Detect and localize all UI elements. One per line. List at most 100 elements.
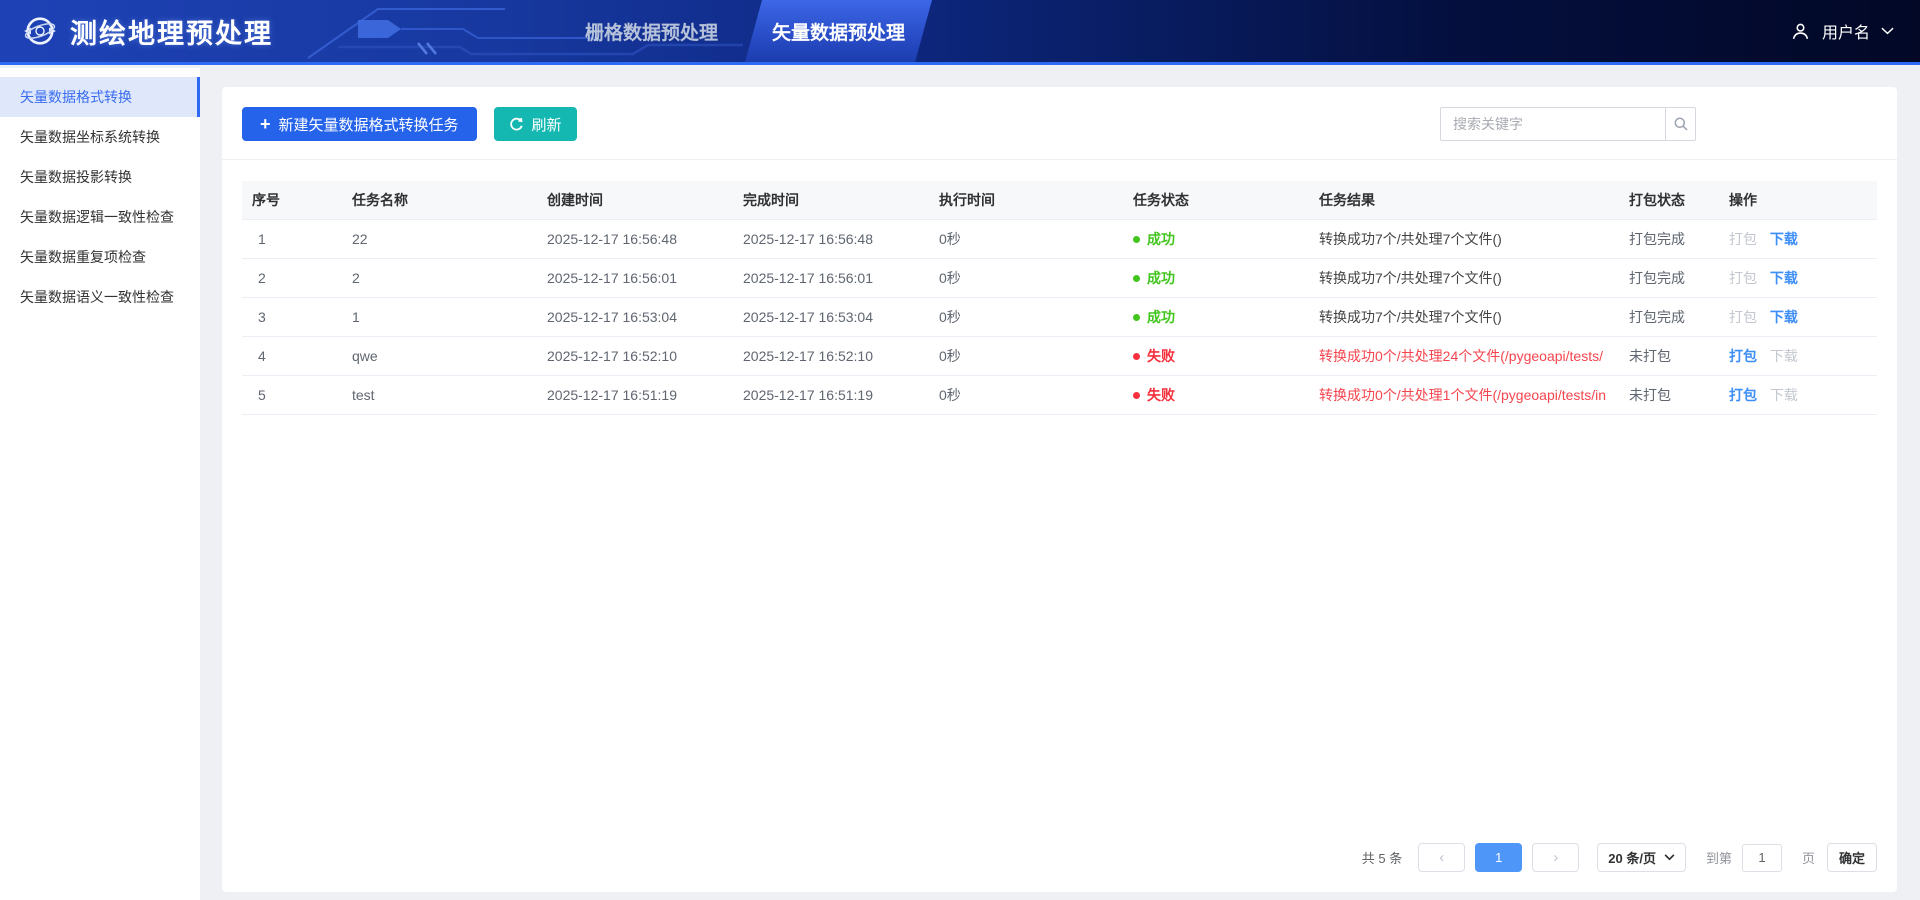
cell-task-name: 2 bbox=[342, 258, 537, 298]
cell-created-time: 2025-12-17 16:56:01 bbox=[537, 258, 733, 298]
status-dot-icon bbox=[1133, 235, 1140, 243]
cell-actions: 打包 下载 bbox=[1719, 258, 1877, 298]
download-link[interactable]: 下载 bbox=[1769, 347, 1798, 364]
goto-page-input[interactable] bbox=[1741, 843, 1782, 872]
status-text: 失败 bbox=[1147, 347, 1175, 364]
pagination-total: 共 5 条 bbox=[1361, 851, 1403, 866]
refresh-button[interactable]: 刷新 bbox=[493, 107, 577, 141]
refresh-button-label: 刷新 bbox=[531, 116, 562, 134]
cell-task-result: 转换成功7个/共处理7个文件() bbox=[1309, 258, 1619, 298]
table-column-header: 任务状态 bbox=[1123, 181, 1309, 220]
cell-task-status: 失败 bbox=[1123, 375, 1309, 415]
cell-index: 2 bbox=[242, 258, 342, 298]
download-link[interactable]: 下载 bbox=[1769, 230, 1798, 247]
user-icon bbox=[1792, 23, 1809, 39]
sidebar-item[interactable]: 矢量数据语义一致性检查 bbox=[0, 277, 200, 317]
toolbar: + 新建矢量数据格式转换任务 刷新 bbox=[242, 107, 1877, 141]
header-tab-label: 矢量数据预处理 bbox=[772, 22, 906, 44]
cell-task-name: qwe bbox=[342, 336, 537, 376]
cell-actions: 打包 下载 bbox=[1719, 375, 1877, 415]
sidebar-item-label: 矢量数据坐标系统转换 bbox=[20, 129, 160, 145]
app-title: 测绘地理预处理 bbox=[70, 18, 273, 49]
table-column-header: 完成时间 bbox=[733, 181, 929, 220]
status-text: 成功 bbox=[1147, 269, 1175, 286]
cell-index: 4 bbox=[242, 336, 342, 376]
table-row: 5 test 2025-12-17 16:51:19 2025-12-17 16… bbox=[242, 375, 1877, 415]
goto-prefix-label: 到第 bbox=[1705, 851, 1732, 866]
page-size-select[interactable]: 20 条/页 bbox=[1597, 843, 1686, 872]
cell-duration: 0秒 bbox=[929, 375, 1123, 415]
app-logo-icon bbox=[24, 17, 56, 45]
search-button[interactable] bbox=[1665, 107, 1696, 141]
cell-task-result: 转换成功7个/共处理7个文件() bbox=[1309, 219, 1619, 259]
table-row: 2 2 2025-12-17 16:56:01 2025-12-17 16:56… bbox=[242, 258, 1877, 298]
package-link[interactable]: 打包 bbox=[1729, 230, 1757, 247]
status-dot-icon bbox=[1133, 274, 1140, 282]
search-icon bbox=[1674, 117, 1688, 131]
table-header: 序号 任务名称 创建时间 完成时间 执行时间 任务状态 任务结果 打包状态 bbox=[242, 181, 1877, 220]
cell-finished-time: 2025-12-17 16:52:10 bbox=[733, 336, 929, 376]
package-link[interactable]: 打包 bbox=[1729, 347, 1757, 364]
table-body: 1 22 2025-12-17 16:56:48 2025-12-17 16:5… bbox=[242, 219, 1877, 415]
cell-task-status: 失败 bbox=[1123, 336, 1309, 376]
main-content: + 新建矢量数据格式转换任务 刷新 bbox=[200, 68, 1920, 900]
table-column-header: 打包状态 bbox=[1619, 181, 1719, 220]
cell-created-time: 2025-12-17 16:56:48 bbox=[537, 219, 733, 259]
refresh-icon bbox=[509, 117, 523, 130]
package-link[interactable]: 打包 bbox=[1729, 269, 1757, 286]
header-tab[interactable]: 栅格数据预处理 bbox=[558, 0, 745, 62]
sidebar: 矢量数据格式转换 矢量数据坐标系统转换 矢量数据投影转换 矢量数据逻辑一致性检查… bbox=[0, 68, 200, 900]
status-dot-icon bbox=[1133, 352, 1140, 360]
sidebar-item-label: 矢量数据逻辑一致性检查 bbox=[20, 209, 174, 225]
sidebar-item[interactable]: 矢量数据坐标系统转换 bbox=[0, 117, 200, 157]
download-link[interactable]: 下载 bbox=[1769, 386, 1798, 403]
download-link[interactable]: 下载 bbox=[1769, 308, 1798, 325]
table-column-header: 任务结果 bbox=[1309, 181, 1619, 220]
cell-package-status: 打包完成 bbox=[1619, 297, 1719, 337]
cell-package-status: 未打包 bbox=[1619, 336, 1719, 376]
user-menu[interactable]: 用户名 bbox=[1790, 0, 1894, 62]
pagination: 共 5 条 ‹ 1 › 20 条/页 到第 页 确定 bbox=[242, 833, 1877, 880]
page-size-value: 20 条/页 bbox=[1608, 851, 1656, 866]
cell-duration: 0秒 bbox=[929, 336, 1123, 376]
cell-task-name: 22 bbox=[342, 219, 537, 259]
cell-finished-time: 2025-12-17 16:51:19 bbox=[733, 375, 929, 415]
new-task-button-label: 新建矢量数据格式转换任务 bbox=[278, 116, 459, 134]
cell-task-status: 成功 bbox=[1123, 297, 1309, 337]
header-tab[interactable]: 矢量数据预处理 bbox=[745, 0, 932, 62]
goto-confirm-button[interactable]: 确定 bbox=[1826, 843, 1877, 872]
next-page-button[interactable]: › bbox=[1532, 843, 1580, 872]
cell-duration: 0秒 bbox=[929, 258, 1123, 298]
prev-page-button[interactable]: ‹ bbox=[1418, 843, 1466, 872]
status-text: 成功 bbox=[1147, 230, 1175, 247]
cell-task-result: 转换成功0个/共处理24个文件(/pygeoapi/tests/ bbox=[1309, 336, 1619, 376]
sidebar-item-label: 矢量数据格式转换 bbox=[20, 89, 132, 105]
select-caret-icon bbox=[1664, 854, 1675, 861]
status-dot-icon bbox=[1133, 391, 1140, 399]
status-text: 失败 bbox=[1147, 386, 1175, 403]
page-number-button[interactable]: 1 bbox=[1475, 843, 1523, 872]
table-row: 4 qwe 2025-12-17 16:52:10 2025-12-17 16:… bbox=[242, 336, 1877, 376]
sidebar-item[interactable]: 矢量数据逻辑一致性检查 bbox=[0, 197, 200, 237]
sidebar-item[interactable]: 矢量数据投影转换 bbox=[0, 157, 200, 197]
cell-index: 3 bbox=[242, 297, 342, 337]
cell-finished-time: 2025-12-17 16:56:01 bbox=[733, 258, 929, 298]
status-dot-icon bbox=[1133, 313, 1140, 321]
cell-created-time: 2025-12-17 16:53:04 bbox=[537, 297, 733, 337]
table-column-header: 序号 bbox=[242, 181, 342, 220]
sidebar-item[interactable]: 矢量数据重复项检查 bbox=[0, 237, 200, 277]
package-link[interactable]: 打包 bbox=[1729, 386, 1757, 403]
sidebar-item[interactable]: 矢量数据格式转换 bbox=[0, 77, 200, 117]
table-column-header: 执行时间 bbox=[929, 181, 1123, 220]
table-row: 3 1 2025-12-17 16:53:04 2025-12-17 16:53… bbox=[242, 297, 1877, 337]
cell-actions: 打包 下载 bbox=[1719, 297, 1877, 337]
toolbar-divider bbox=[222, 159, 1897, 160]
brand: 测绘地理预处理 bbox=[0, 12, 273, 51]
search-input[interactable] bbox=[1440, 107, 1665, 141]
package-link[interactable]: 打包 bbox=[1729, 308, 1757, 325]
download-link[interactable]: 下载 bbox=[1769, 269, 1798, 286]
cell-task-result: 转换成功7个/共处理7个文件() bbox=[1309, 297, 1619, 337]
search-group bbox=[1440, 107, 1696, 141]
table-column-header: 创建时间 bbox=[537, 181, 733, 220]
new-task-button[interactable]: + 新建矢量数据格式转换任务 bbox=[242, 107, 477, 141]
